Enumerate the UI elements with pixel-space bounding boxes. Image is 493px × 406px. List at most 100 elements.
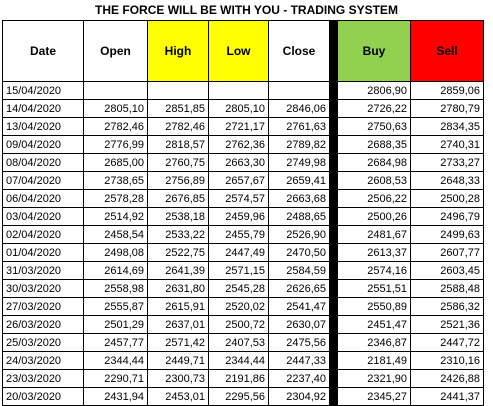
cell-sell[interactable]: 2310,16 (410, 351, 484, 370)
cell-close[interactable]: 2761,63 (268, 117, 330, 136)
cell-date[interactable]: 30/03/2020 (2, 279, 84, 298)
cell-close[interactable]: 2630,07 (268, 315, 330, 334)
cell-low[interactable]: 2663,30 (208, 153, 269, 172)
cell-low[interactable]: 2571,15 (208, 261, 269, 280)
cell-buy[interactable]: 2345,27 (337, 387, 411, 406)
cell-high[interactable]: 2453,01 (147, 387, 209, 406)
header-date[interactable]: Date (2, 20, 84, 82)
cell-buy[interactable]: 2181,49 (337, 351, 411, 370)
cell-close[interactable]: 2584,59 (268, 261, 330, 280)
cell-close[interactable] (268, 81, 330, 100)
cell-open[interactable]: 2290,71 (83, 369, 148, 388)
cell-open[interactable]: 2431,94 (83, 387, 148, 406)
cell-buy[interactable]: 2806,90 (337, 81, 411, 100)
cell-open[interactable]: 2514,92 (83, 207, 148, 226)
cell-close[interactable]: 2541,47 (268, 297, 330, 316)
cell-high[interactable]: 2449,71 (147, 351, 209, 370)
cell-low[interactable]: 2407,53 (208, 333, 269, 352)
cell-date[interactable]: 06/04/2020 (2, 189, 84, 208)
cell-low[interactable]: 2191,86 (208, 369, 269, 388)
cell-buy[interactable]: 2481,67 (337, 225, 411, 244)
cell-close[interactable]: 2749,98 (268, 153, 330, 172)
cell-open[interactable]: 2344,44 (83, 351, 148, 370)
cell-high[interactable]: 2676,85 (147, 189, 209, 208)
cell-low[interactable]: 2459,96 (208, 207, 269, 226)
cell-sell[interactable]: 2499,63 (410, 225, 484, 244)
cell-sell[interactable]: 2496,79 (410, 207, 484, 226)
cell-low[interactable]: 2762,36 (208, 135, 269, 154)
cell-high[interactable]: 2300,73 (147, 369, 209, 388)
cell-sell[interactable]: 2447,72 (410, 333, 484, 352)
cell-sell[interactable]: 2500,28 (410, 189, 484, 208)
cell-open[interactable]: 2498,08 (83, 243, 148, 262)
cell-close[interactable]: 2526,90 (268, 225, 330, 244)
cell-high[interactable] (147, 81, 209, 100)
cell-low[interactable]: 2574,57 (208, 189, 269, 208)
cell-date[interactable]: 07/04/2020 (2, 171, 84, 190)
cell-buy[interactable]: 2551,51 (337, 279, 411, 298)
cell-buy[interactable]: 2451,47 (337, 315, 411, 334)
cell-buy[interactable]: 2684,98 (337, 153, 411, 172)
cell-buy[interactable]: 2750,63 (337, 117, 411, 136)
cell-open[interactable]: 2457,77 (83, 333, 148, 352)
cell-sell[interactable]: 2780,79 (410, 99, 484, 118)
cell-date[interactable]: 15/04/2020 (2, 81, 84, 100)
cell-high[interactable]: 2851,85 (147, 99, 209, 118)
cell-buy[interactable]: 2321,90 (337, 369, 411, 388)
cell-sell[interactable]: 2426,88 (410, 369, 484, 388)
cell-date[interactable]: 01/04/2020 (2, 243, 84, 262)
cell-close[interactable]: 2789,82 (268, 135, 330, 154)
cell-buy[interactable]: 2726,22 (337, 99, 411, 118)
cell-open[interactable]: 2555,87 (83, 297, 148, 316)
cell-open[interactable]: 2501,29 (83, 315, 148, 334)
header-high[interactable]: High (147, 20, 209, 82)
cell-sell[interactable]: 2648,33 (410, 171, 484, 190)
cell-buy[interactable]: 2608,53 (337, 171, 411, 190)
cell-low[interactable] (208, 81, 269, 100)
cell-date[interactable]: 27/03/2020 (2, 297, 84, 316)
cell-date[interactable]: 31/03/2020 (2, 261, 84, 280)
cell-low[interactable]: 2657,67 (208, 171, 269, 190)
cell-high[interactable]: 2571,42 (147, 333, 209, 352)
cell-high[interactable]: 2522,75 (147, 243, 209, 262)
cell-sell[interactable]: 2586,32 (410, 297, 484, 316)
cell-low[interactable]: 2344,44 (208, 351, 269, 370)
header-buy[interactable]: Buy (337, 20, 411, 82)
cell-low[interactable]: 2455,79 (208, 225, 269, 244)
cell-buy[interactable]: 2574,16 (337, 261, 411, 280)
header-close[interactable]: Close (268, 20, 330, 82)
cell-sell[interactable]: 2588,48 (410, 279, 484, 298)
cell-high[interactable]: 2782,46 (147, 117, 209, 136)
cell-buy[interactable]: 2506,22 (337, 189, 411, 208)
cell-close[interactable]: 2488,65 (268, 207, 330, 226)
cell-open[interactable]: 2578,28 (83, 189, 148, 208)
cell-sell[interactable]: 2740,31 (410, 135, 484, 154)
cell-buy[interactable]: 2688,35 (337, 135, 411, 154)
cell-close[interactable]: 2626,65 (268, 279, 330, 298)
cell-low[interactable]: 2520,02 (208, 297, 269, 316)
cell-low[interactable]: 2805,10 (208, 99, 269, 118)
cell-close[interactable]: 2663,68 (268, 189, 330, 208)
cell-high[interactable]: 2760,75 (147, 153, 209, 172)
cell-sell[interactable]: 2521,36 (410, 315, 484, 334)
cell-low[interactable]: 2721,17 (208, 117, 269, 136)
header-low[interactable]: Low (208, 20, 269, 82)
cell-date[interactable]: 02/04/2020 (2, 225, 84, 244)
cell-date[interactable]: 23/03/2020 (2, 369, 84, 388)
cell-high[interactable]: 2818,57 (147, 135, 209, 154)
cell-sell[interactable]: 2834,35 (410, 117, 484, 136)
cell-open[interactable]: 2776,99 (83, 135, 148, 154)
cell-date[interactable]: 24/03/2020 (2, 351, 84, 370)
cell-open[interactable]: 2685,00 (83, 153, 148, 172)
cell-open[interactable]: 2782,46 (83, 117, 148, 136)
cell-open[interactable]: 2805,10 (83, 99, 148, 118)
cell-date[interactable]: 20/03/2020 (2, 387, 84, 406)
cell-high[interactable]: 2631,80 (147, 279, 209, 298)
cell-sell[interactable]: 2859,06 (410, 81, 484, 100)
cell-buy[interactable]: 2346,87 (337, 333, 411, 352)
cell-date[interactable]: 13/04/2020 (2, 117, 84, 136)
cell-sell[interactable]: 2441,37 (410, 387, 484, 406)
cell-date[interactable]: 25/03/2020 (2, 333, 84, 352)
cell-close[interactable]: 2470,50 (268, 243, 330, 262)
cell-open[interactable]: 2614,69 (83, 261, 148, 280)
